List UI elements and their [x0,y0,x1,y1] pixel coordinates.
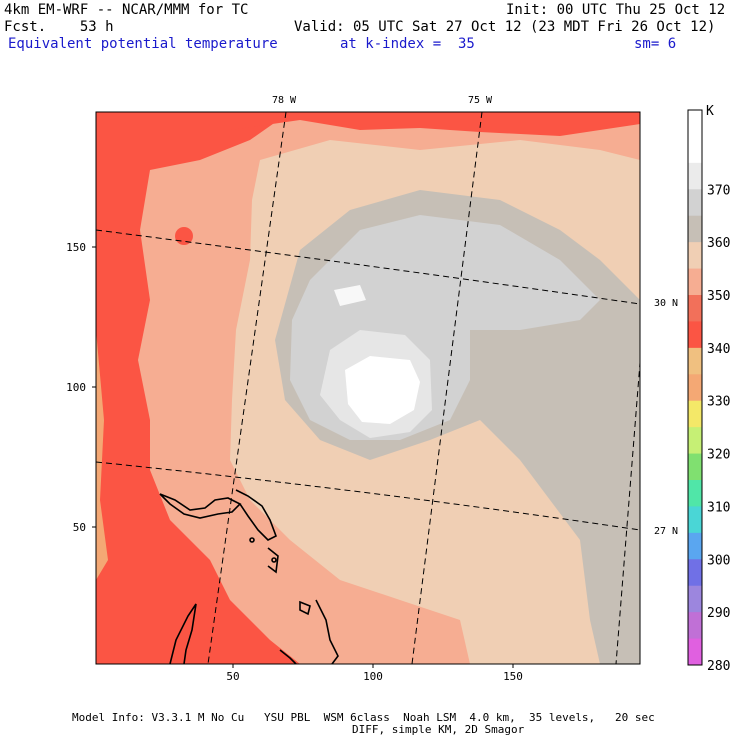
init-time: Init: 00 UTC Thu 25 Oct 12 [506,2,726,18]
parallel-30n [96,229,640,305]
model-info-line2: DIFF, simple KM, 2D Smagor [352,723,525,736]
legend-swatch [688,427,702,455]
field-340k-north [96,112,640,136]
axis-ticks [92,246,514,668]
legend-swatch [688,638,702,666]
field-name: Equivalent potential temperature [8,36,278,52]
field-355k-tail [520,420,590,520]
meridian-72w [615,356,640,664]
meridian-75w [411,112,483,664]
lon-label-75w: 75 W [468,95,493,106]
field-330k-edge [96,330,108,580]
legend-swatch [688,347,702,375]
parallel-27n [96,461,640,531]
legend-swatch [688,480,702,507]
legend-label: 280 [707,659,730,674]
legend-swatch [688,374,702,402]
legend-label: 310 [707,500,730,515]
y-label-100: 100 [66,381,86,394]
level-label: at k-index = 35 [340,36,475,52]
legend-label: 360 [707,236,730,251]
legend-border [687,109,703,666]
legend-swatch [688,295,702,322]
legend-swatch [688,136,702,164]
legend-swatch [688,612,702,640]
y-label-150: 150 [66,241,86,254]
coastline-bank-north [235,489,278,541]
legend-swatch [688,162,702,190]
x-label-100: 100 [363,670,383,683]
legend-swatch [688,110,702,137]
field-340k-west [96,112,300,664]
coastline-islet-b [271,557,277,563]
legend-swatch [688,559,702,587]
legend-swatch [688,189,702,217]
lat-label-27n: 27 N [654,526,678,537]
valid-time: Valid: 05 UTC Sat 27 Oct 12 (23 MDT Fri … [294,19,716,35]
color-legend [687,109,703,666]
legend-swatch [688,400,702,428]
field-370k-patch [334,285,366,306]
legend-swatch [688,215,702,243]
legend-label: 290 [707,606,730,621]
plot-border [95,111,641,665]
graticule [96,112,640,664]
legend-swatch [688,506,702,534]
axis-labels: 50 100 150 150 100 50 78 W 75 W 30 N 27 … [66,95,678,683]
coastline-andros [169,603,197,664]
legend-swatch [688,268,702,296]
legend-label: 330 [707,395,730,410]
legend-swatch [688,585,702,613]
coastline [159,489,339,664]
legend-label: 300 [707,553,730,568]
y-label-50: 50 [73,521,86,534]
model-title: 4km EM-WRF -- NCAR/MMM for TC [4,2,249,18]
lon-label-78w: 78 W [272,95,297,106]
coastline-new-providence [299,600,311,616]
lat-label-30n: 30 N [654,298,678,309]
coastline-exuma [279,649,297,664]
x-label-50: 50 [226,670,239,683]
smoothing-label: sm= 6 [634,36,677,52]
legend-label: 320 [707,448,730,463]
legend-labels: 370 360 350 340 330 320 310 300 290 280 [707,183,730,674]
legend-swatch [688,532,702,560]
legend-label: 370 [707,183,730,198]
meridian-78w [207,112,287,664]
legend-swatch [688,453,702,481]
x-label-150: 150 [503,670,523,683]
legend-label: 350 [707,289,730,304]
forecast-hour: Fcst. 53 h [4,19,114,35]
coastline-eleuthera [315,599,339,664]
legend-swatch [688,321,702,349]
model-info: Model Info: V3.3.1 M No Cu YSU PBL WSM 6… [72,711,655,724]
legend-swatch [688,242,702,270]
field-370k-core [345,356,420,424]
legend-label: 340 [707,342,730,357]
legend-unit: K [706,104,714,119]
coastline-east-cays [267,547,279,574]
coastline-islet-a [249,537,255,543]
